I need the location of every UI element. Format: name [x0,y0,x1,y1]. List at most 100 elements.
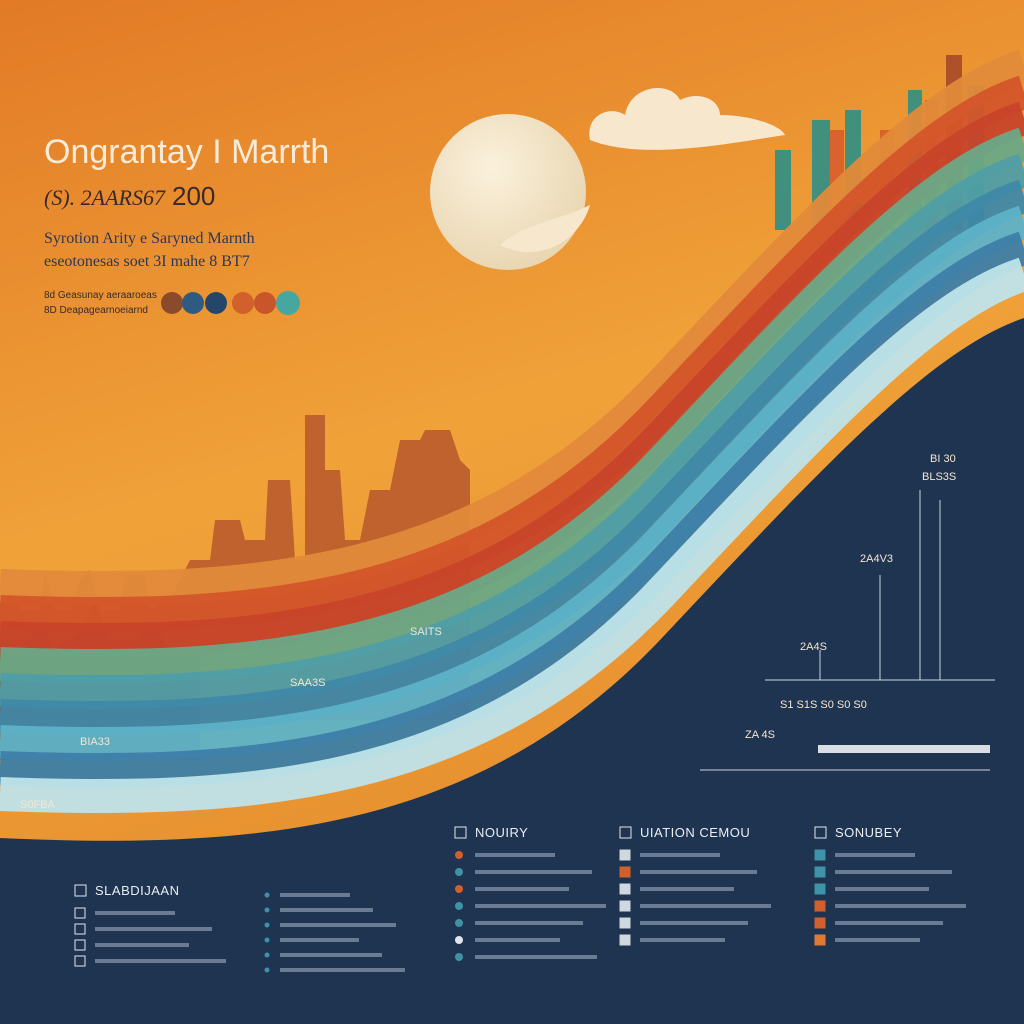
item-icon [264,937,270,943]
item-line [835,921,943,925]
mini-chart [700,490,995,771]
item-line [475,870,592,874]
item-line [95,943,189,947]
item-line [835,853,915,857]
item-icon [619,934,631,946]
item-line [640,887,734,891]
item-icon [455,885,463,893]
item-line [280,908,373,912]
item-icon [619,849,631,861]
chart-label: S1 S1S S0 S0 S0 [780,699,867,711]
band [0,153,1024,710]
band [0,205,1024,762]
item-icon [74,907,86,919]
item-icon [814,849,826,861]
panel-icon [454,826,467,839]
item-line [95,959,226,963]
panel-title: NOUIRY [475,825,528,840]
chart-label: S0FBA [20,799,56,811]
chart-label: BI 30 [930,453,956,465]
code: (S). 2AARS67 [44,185,166,210]
item-icon [814,900,826,912]
item-icon [264,922,270,928]
year: 200 [172,181,215,211]
panel-title: SLABDIJAAN [95,883,179,898]
band [0,49,1024,606]
band [0,179,1024,736]
chart-label: SAA3S [290,677,325,689]
item-icon [74,955,86,967]
item-line [835,904,966,908]
base [0,318,1024,1024]
item-icon [814,934,826,946]
chart-label: BLS3S [922,471,956,483]
item-line [475,921,583,925]
item-icon [74,939,86,951]
item-icon [619,900,631,912]
item-icon [455,936,463,944]
item-icon [814,883,826,895]
item-line [475,938,560,942]
chart-label: 2A4V3 [860,553,893,565]
item-line [280,953,382,957]
item-line [475,887,569,891]
item-icon [264,892,270,898]
panel-icon [74,884,87,897]
item-line [835,887,929,891]
item-icon [814,866,826,878]
title: Ongrantay I Marrth [44,133,329,171]
panels: SLABDIJAAN NOUIRY UIATION CEMOU SONUBEY [74,825,966,973]
item-line [640,938,725,942]
item-line [475,853,555,857]
item-icon [74,923,86,935]
legend-text: 8d Geasunay aeraaroeas [44,290,157,301]
legend-dots [161,291,300,315]
band [0,257,1024,814]
band [0,231,1024,788]
chart-label: ZA 4S [745,729,775,741]
subtitle: eseotonesas soet 3I mahe 8 BT7 [44,253,250,270]
panel-title: UIATION CEMOU [640,825,750,840]
cloud [589,88,785,150]
item-icon [264,967,270,973]
item-icon [455,953,463,961]
item-icon [619,883,631,895]
item-line [640,921,748,925]
bands [0,49,1024,814]
legend-text: 8D Deapagearnoeiarnd [44,305,148,316]
item-icon [619,917,631,929]
item-line [640,904,771,908]
subtitle: Syrotion Arity e Saryned Marnth [44,230,255,247]
item-line [835,870,952,874]
band [0,127,1024,684]
item-line [280,968,405,972]
panel-title: SONUBEY [835,825,902,840]
item-line [640,853,720,857]
chart-label: 2A4S [800,641,827,653]
item-icon [455,868,463,876]
item-line [95,911,175,915]
item-line [95,927,212,931]
panel-icon [619,826,632,839]
band [0,75,1024,632]
item-line [835,938,920,942]
chart-label: SAITS [410,626,442,638]
item-icon [455,919,463,927]
item-line [640,870,757,874]
item-line [280,893,350,897]
panel-icon [814,826,827,839]
item-line [475,955,597,959]
item-icon [455,851,463,859]
item-icon [814,917,826,929]
cloud [500,205,590,253]
item-icon [619,866,631,878]
item-line [280,923,396,927]
item-line [475,904,606,908]
chart-labels: BI 30 BLS3S 2A4V3 2A4S S1 S1S S0 S0 S0 ZA 4S S… [20,453,956,811]
chart-label: BIA33 [80,736,110,748]
item-icon [264,907,270,913]
item-line [280,938,359,942]
item-icon [264,952,270,958]
